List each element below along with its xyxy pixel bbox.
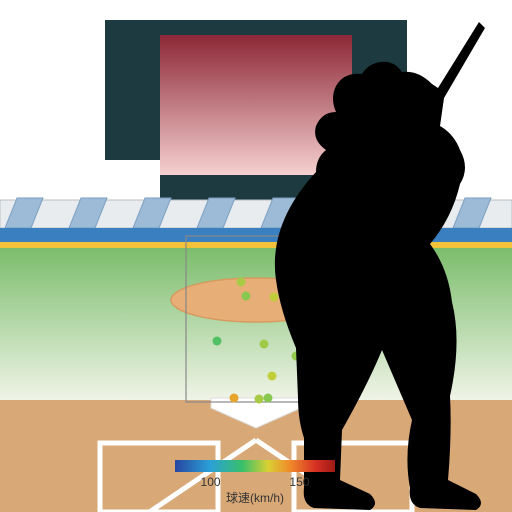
wall-yellow bbox=[0, 242, 512, 248]
pitch-point bbox=[270, 293, 279, 302]
legend-label: 球速(km/h) bbox=[226, 491, 284, 505]
pitch-point bbox=[255, 395, 264, 404]
pitch-point bbox=[264, 394, 273, 403]
legend-tick: 150 bbox=[289, 475, 309, 489]
pitch-point bbox=[213, 337, 222, 346]
pitch-point bbox=[242, 292, 251, 301]
pitch-point bbox=[237, 278, 246, 287]
pitch-point bbox=[260, 340, 269, 349]
legend-tick: 100 bbox=[201, 475, 221, 489]
legend-colorbar bbox=[175, 460, 335, 472]
pitch-point bbox=[230, 394, 239, 403]
pitch-point bbox=[268, 372, 277, 381]
